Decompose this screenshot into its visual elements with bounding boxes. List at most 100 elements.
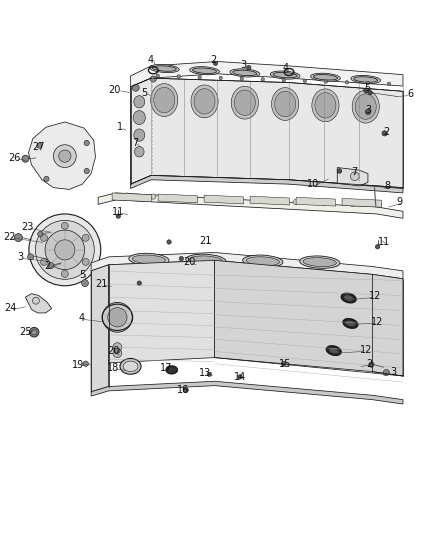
Text: 2: 2 (367, 359, 373, 369)
Circle shape (48, 263, 54, 269)
Circle shape (32, 329, 37, 335)
Circle shape (213, 61, 218, 66)
Circle shape (208, 196, 213, 201)
Circle shape (37, 143, 42, 148)
Text: 7: 7 (351, 167, 357, 177)
Text: 24: 24 (4, 303, 17, 313)
Text: 25: 25 (19, 327, 32, 337)
Text: 16: 16 (177, 385, 189, 395)
Circle shape (132, 84, 139, 91)
Circle shape (84, 168, 89, 174)
Text: 26: 26 (9, 153, 21, 163)
Polygon shape (91, 265, 109, 392)
Text: 5: 5 (141, 87, 148, 98)
Text: 21: 21 (95, 279, 108, 289)
Circle shape (32, 297, 39, 304)
Polygon shape (250, 196, 290, 205)
Circle shape (368, 91, 372, 95)
Ellipse shape (166, 366, 177, 374)
Polygon shape (91, 381, 403, 404)
Polygon shape (131, 175, 403, 193)
Circle shape (350, 172, 359, 181)
Ellipse shape (355, 94, 376, 119)
Polygon shape (215, 260, 403, 376)
Ellipse shape (328, 348, 339, 354)
Polygon shape (158, 194, 198, 203)
Circle shape (40, 235, 47, 241)
Circle shape (383, 369, 389, 376)
Circle shape (61, 270, 68, 277)
Ellipse shape (345, 320, 356, 327)
Circle shape (366, 82, 370, 85)
Text: 20: 20 (183, 257, 195, 266)
Ellipse shape (120, 359, 141, 374)
Circle shape (113, 349, 122, 358)
Polygon shape (131, 61, 403, 87)
Text: 14: 14 (234, 372, 246, 382)
Circle shape (376, 203, 381, 208)
Circle shape (82, 235, 89, 241)
Ellipse shape (132, 255, 166, 264)
Circle shape (156, 74, 159, 77)
Circle shape (219, 76, 223, 80)
Ellipse shape (149, 64, 179, 72)
Text: 2: 2 (44, 261, 50, 271)
Ellipse shape (123, 361, 138, 372)
Circle shape (350, 201, 355, 207)
Circle shape (14, 233, 22, 241)
Circle shape (369, 362, 374, 367)
Circle shape (321, 200, 327, 206)
Text: 3: 3 (390, 367, 396, 377)
Ellipse shape (191, 85, 218, 118)
Ellipse shape (273, 72, 297, 78)
Text: 12: 12 (371, 317, 384, 327)
Ellipse shape (189, 256, 223, 265)
Text: 3: 3 (17, 252, 23, 262)
Ellipse shape (129, 253, 169, 266)
Polygon shape (25, 294, 52, 313)
Circle shape (29, 214, 101, 286)
Circle shape (324, 80, 328, 83)
Circle shape (81, 280, 88, 287)
Circle shape (115, 348, 120, 353)
Circle shape (240, 77, 244, 80)
Circle shape (282, 78, 286, 82)
Text: 4: 4 (283, 63, 289, 73)
Text: 8: 8 (384, 181, 390, 191)
Ellipse shape (154, 87, 175, 113)
Ellipse shape (326, 346, 341, 356)
Text: 11: 11 (378, 237, 390, 247)
Circle shape (261, 78, 265, 81)
Ellipse shape (230, 69, 260, 77)
Circle shape (59, 150, 71, 162)
Ellipse shape (341, 293, 356, 303)
Circle shape (387, 82, 391, 86)
Circle shape (207, 372, 212, 376)
Circle shape (55, 240, 75, 260)
Text: 19: 19 (72, 360, 84, 369)
Text: 6: 6 (408, 90, 414, 99)
Ellipse shape (233, 70, 257, 76)
Circle shape (236, 197, 241, 203)
Circle shape (364, 88, 369, 93)
Circle shape (150, 76, 156, 82)
Polygon shape (112, 193, 152, 201)
Circle shape (183, 387, 188, 393)
Circle shape (83, 361, 88, 366)
Polygon shape (28, 122, 95, 189)
Text: 4: 4 (148, 55, 154, 65)
Ellipse shape (351, 75, 381, 84)
Ellipse shape (134, 147, 144, 157)
Circle shape (198, 76, 201, 79)
Circle shape (102, 302, 132, 332)
Circle shape (22, 155, 29, 162)
Circle shape (124, 193, 130, 198)
Text: 10: 10 (307, 179, 319, 189)
Text: 13: 13 (199, 368, 211, 378)
Text: 12: 12 (369, 291, 381, 301)
Circle shape (303, 79, 307, 83)
Ellipse shape (234, 90, 255, 115)
Text: 5: 5 (364, 83, 370, 93)
Text: 27: 27 (32, 142, 45, 152)
Text: 2: 2 (211, 55, 217, 65)
